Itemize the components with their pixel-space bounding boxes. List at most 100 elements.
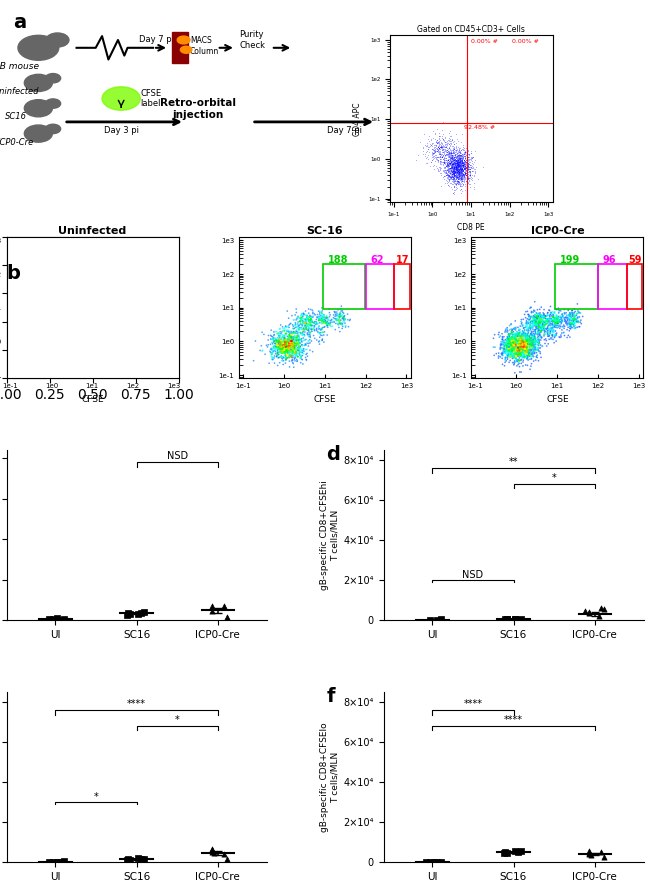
Point <box>460 151 470 165</box>
Point <box>432 138 442 152</box>
Point <box>448 175 458 189</box>
Point <box>133 607 144 621</box>
Point <box>460 171 470 185</box>
Point <box>450 143 461 157</box>
Point <box>454 159 464 173</box>
Text: 188: 188 <box>328 254 348 265</box>
Point <box>458 158 468 172</box>
Point <box>62 346 73 360</box>
Point <box>444 159 454 173</box>
Point <box>517 344 527 358</box>
Point <box>523 335 534 349</box>
Point <box>73 326 83 340</box>
Point <box>500 323 511 337</box>
Point <box>278 342 288 356</box>
Point <box>300 316 310 330</box>
Point <box>440 153 450 167</box>
Point <box>285 341 296 355</box>
Point <box>454 162 464 176</box>
Point <box>434 139 445 153</box>
Point <box>560 310 571 324</box>
Point <box>296 313 307 327</box>
Point <box>40 350 51 364</box>
Point <box>452 154 463 168</box>
Point <box>460 156 471 170</box>
Point <box>291 333 301 347</box>
Point <box>447 165 457 179</box>
Point <box>298 308 308 322</box>
Point <box>518 340 528 354</box>
Point <box>537 316 547 330</box>
Point <box>449 172 460 186</box>
Point <box>283 341 294 356</box>
Point <box>54 339 64 353</box>
Point <box>433 152 443 166</box>
Point <box>538 317 548 331</box>
Point <box>505 334 515 348</box>
Point <box>462 165 473 180</box>
Point <box>448 161 459 175</box>
Point <box>465 165 475 179</box>
Point <box>552 309 562 323</box>
Point <box>462 150 473 164</box>
Point <box>516 344 526 358</box>
Point <box>449 160 460 174</box>
Point <box>462 161 473 175</box>
Point <box>499 345 509 359</box>
Point <box>449 157 460 171</box>
Point <box>527 341 538 355</box>
Point <box>278 338 288 352</box>
Point <box>547 316 558 330</box>
Point <box>297 326 307 340</box>
Point <box>525 343 535 357</box>
Point <box>49 338 59 352</box>
Point <box>437 136 447 150</box>
Point <box>436 180 447 194</box>
Point <box>526 331 536 345</box>
Point <box>444 152 454 166</box>
Point <box>529 327 539 341</box>
Point <box>503 342 514 356</box>
Point <box>287 326 298 341</box>
Point <box>454 159 464 173</box>
Point <box>447 160 458 174</box>
Point <box>510 339 521 353</box>
Point <box>275 337 285 351</box>
Point <box>440 157 450 171</box>
Point <box>551 334 562 348</box>
Point <box>288 338 298 352</box>
Point <box>274 335 284 349</box>
Point <box>313 313 324 327</box>
Point <box>502 334 512 348</box>
Point <box>566 317 576 331</box>
Point <box>293 321 304 335</box>
Point <box>447 167 458 181</box>
Point <box>569 316 580 330</box>
Point <box>456 168 467 182</box>
Point <box>285 334 295 348</box>
Point <box>331 317 341 331</box>
Point <box>77 319 87 333</box>
Point <box>521 342 531 356</box>
Point <box>500 343 510 357</box>
Point <box>517 336 528 350</box>
Point <box>456 171 466 185</box>
Point <box>453 162 463 176</box>
Point <box>448 158 458 172</box>
Point <box>528 314 538 328</box>
Point <box>460 162 470 176</box>
Point <box>450 159 461 173</box>
Point <box>562 317 573 331</box>
Point <box>559 306 569 320</box>
Point <box>292 336 303 350</box>
Point <box>522 358 532 372</box>
Point <box>318 335 329 349</box>
Point <box>572 320 582 334</box>
Point <box>463 157 473 171</box>
Point <box>574 305 584 319</box>
Point <box>514 351 525 365</box>
Point <box>498 344 508 358</box>
Point <box>510 351 521 365</box>
Point <box>459 158 469 172</box>
Point <box>522 346 532 360</box>
